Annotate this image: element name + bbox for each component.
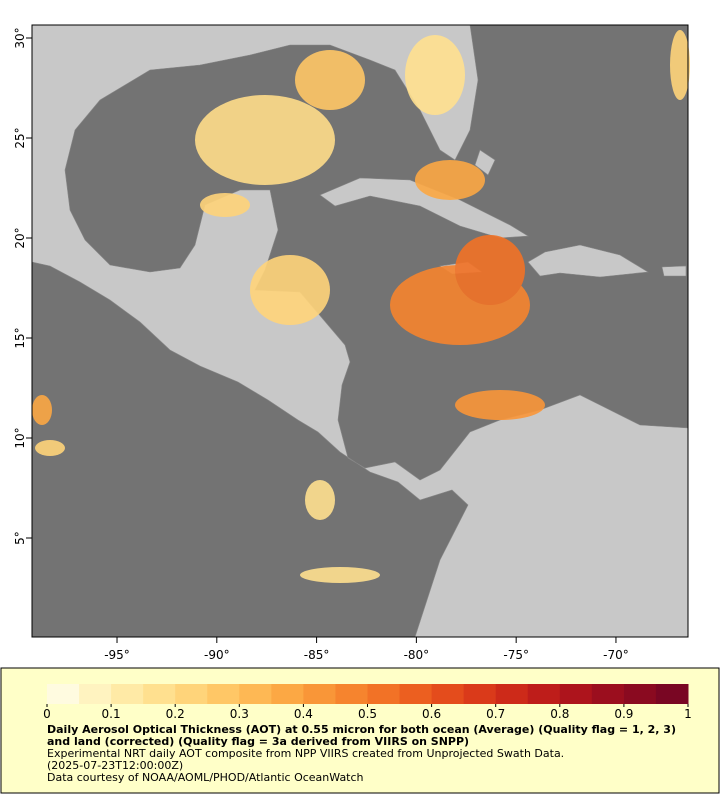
- aerosol-patch: [195, 95, 335, 185]
- y-tick-label: 5°: [13, 531, 27, 545]
- aerosol-patch: [405, 35, 465, 115]
- colorbar-swatch: [175, 684, 208, 704]
- y-tick-label: 10°: [13, 427, 27, 448]
- colorbar-tick-label: 1: [684, 707, 692, 721]
- colorbar-swatch: [463, 684, 497, 704]
- map-frame: [31, 24, 689, 638]
- x-tick-label: -80°: [404, 648, 430, 662]
- aerosol-patch: [300, 567, 380, 583]
- puerto-rico: [661, 265, 687, 277]
- aerosol-patch: [415, 160, 485, 200]
- aerosol-patch: [305, 480, 335, 520]
- aerosol-patch: [250, 255, 330, 325]
- colorbar-swatch: [623, 684, 657, 704]
- colorbar-swatch: [239, 684, 272, 704]
- colorbar-tick-label: 0.8: [550, 707, 569, 721]
- aerosol-patch: [455, 390, 545, 420]
- colorbar-swatch: [591, 684, 625, 704]
- colorbar-swatch: [527, 684, 561, 704]
- aerosol-patch: [295, 50, 365, 110]
- colorbar-swatch: [271, 684, 304, 704]
- bahamas: [474, 149, 496, 176]
- x-tick-label: -90°: [204, 648, 230, 662]
- y-tick-label: 15°: [13, 327, 27, 348]
- y-tick-label: 25°: [13, 127, 27, 148]
- caption-line: Data courtesy of NOAA/AOML/PHOD/Atlantic…: [47, 771, 364, 784]
- colorbar-swatch: [79, 684, 112, 704]
- caption-line: Experimental NRT daily AOT composite fro…: [47, 747, 565, 760]
- x-tick-label: -85°: [304, 648, 330, 662]
- colorbar-swatch: [335, 684, 368, 704]
- cuba: [319, 177, 529, 239]
- colorbar-tick-label: 0.9: [614, 707, 633, 721]
- colorbar-swatch: [367, 684, 401, 704]
- caption-title: Daily Aerosol Optical Thickness (AOT) at…: [47, 723, 676, 748]
- hispaniola: [527, 244, 649, 278]
- aerosol-patch: [200, 193, 250, 217]
- colorbar-swatch: [47, 684, 80, 704]
- colorbar-tick-label: 0.1: [102, 707, 121, 721]
- colorbar-swatch: [207, 684, 240, 704]
- colorbar-tick-label: 0.5: [358, 707, 377, 721]
- caption: Daily Aerosol Optical Thickness (AOT) at…: [47, 724, 677, 784]
- colorbar-swatch: [655, 684, 689, 704]
- colorbar-tick-label: 0: [43, 707, 51, 721]
- aerosol-patch: [670, 30, 690, 100]
- aerosol-patch: [32, 395, 52, 425]
- colorbar-swatch: [495, 684, 529, 704]
- y-tick-label: 20°: [13, 227, 27, 248]
- colorbar-tick-label: 0.3: [230, 707, 249, 721]
- colorbar-swatch: [559, 684, 593, 704]
- colorbar-swatch: [303, 684, 336, 704]
- colorbar-swatch: [431, 684, 465, 704]
- colorbar-swatch: [399, 684, 433, 704]
- aerosol-field: [32, 30, 690, 583]
- y-tick-label: 30°: [13, 27, 27, 48]
- x-tick-label: -95°: [104, 648, 130, 662]
- caption-line: (2025-07-23T12:00:00Z): [47, 759, 184, 772]
- colorbar-tick-label: 0.2: [166, 707, 185, 721]
- x-tick-label: -75°: [503, 648, 529, 662]
- x-tick-label: -70°: [603, 648, 629, 662]
- aerosol-patch: [35, 440, 65, 456]
- colorbar-swatch: [111, 684, 144, 704]
- colorbar-tick-label: 0.4: [294, 707, 313, 721]
- colorbar-swatch: [143, 684, 176, 704]
- colorbar-tick-label: 0.6: [422, 707, 441, 721]
- colorbar-tick-label: 0.7: [486, 707, 505, 721]
- aerosol-patch: [455, 235, 525, 305]
- mainland: [31, 24, 689, 638]
